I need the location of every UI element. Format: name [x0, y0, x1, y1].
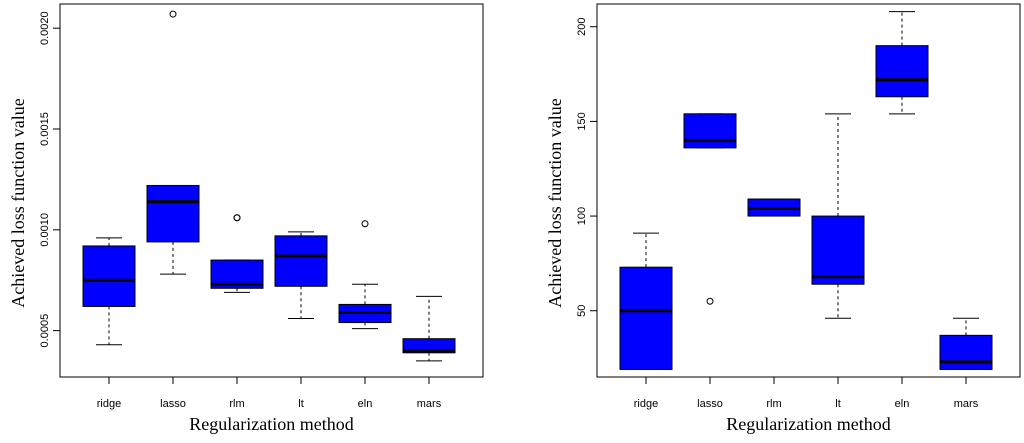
- box-body: [939, 334, 993, 370]
- plot-frame: [596, 3, 1021, 378]
- box-body: [82, 245, 136, 307]
- x-tick-label-rlm: rlm: [766, 398, 781, 410]
- box-lasso: [146, 10, 200, 275]
- outlier-point: [706, 297, 714, 305]
- x-axis-title: Regularization method: [726, 414, 890, 434]
- x-tick-label-lasso: lasso: [697, 398, 723, 410]
- box-body: [619, 266, 673, 370]
- left-boxplot-panel: 0.0005 0.0010 0.0015 0.0020 ridge lasso rlm lt e…: [8, 3, 484, 434]
- y-tick-label: 0.0020: [39, 11, 51, 45]
- box-body: [402, 338, 456, 354]
- outlier-point: [233, 214, 241, 222]
- box-rlm: [210, 214, 264, 293]
- x-tick-label-eln: eln: [895, 398, 910, 410]
- box-ridge: [619, 232, 673, 370]
- box-lt: [811, 113, 865, 319]
- x-tick-label-lt: lt: [298, 398, 304, 410]
- box-body: [875, 45, 929, 98]
- box-ridge: [82, 237, 136, 346]
- y-axis-title: Achieved loss function value: [8, 98, 28, 307]
- y-tick-label: 200: [576, 18, 588, 36]
- right-boxplot-panel: 50 100 150 200 ridge lasso rlm lt eln mars Regular…: [545, 3, 1021, 434]
- box-eln: [338, 220, 392, 330]
- y-tick-label: 0.0015: [39, 112, 51, 146]
- x-axis-title: Regularization method: [189, 414, 353, 434]
- box-lasso: [683, 113, 737, 305]
- box-body: [274, 235, 328, 287]
- x-tick-label-lasso: lasso: [160, 398, 186, 410]
- y-axis-title: Achieved loss function value: [545, 98, 565, 307]
- x-tick-label-mars: mars: [954, 398, 979, 410]
- x-tick-label-mars: mars: [417, 398, 442, 410]
- plot-frame: [59, 3, 484, 378]
- y-tick-label: 0.0010: [39, 213, 51, 247]
- outlier-point: [169, 10, 177, 18]
- box-lt: [274, 231, 328, 320]
- y-tick-label: 50: [576, 305, 588, 317]
- y-tick-label: 150: [576, 112, 588, 130]
- box-mars: [939, 317, 993, 370]
- box-body: [146, 184, 200, 243]
- box-mars: [402, 295, 456, 362]
- box-eln: [875, 11, 929, 115]
- box-body: [683, 113, 737, 149]
- x-tick-label-lt: lt: [835, 398, 841, 410]
- box-body: [811, 215, 865, 285]
- x-tick-label-ridge: ridge: [634, 398, 658, 410]
- outlier-point: [361, 220, 369, 228]
- x-tick-label-ridge: ridge: [97, 398, 121, 410]
- box-rlm: [747, 198, 801, 217]
- y-tick-label: 100: [576, 207, 588, 225]
- y-tick-label: 0.0005: [39, 314, 51, 348]
- x-tick-label-rlm: rlm: [229, 398, 244, 410]
- x-tick-label-eln: eln: [358, 398, 373, 410]
